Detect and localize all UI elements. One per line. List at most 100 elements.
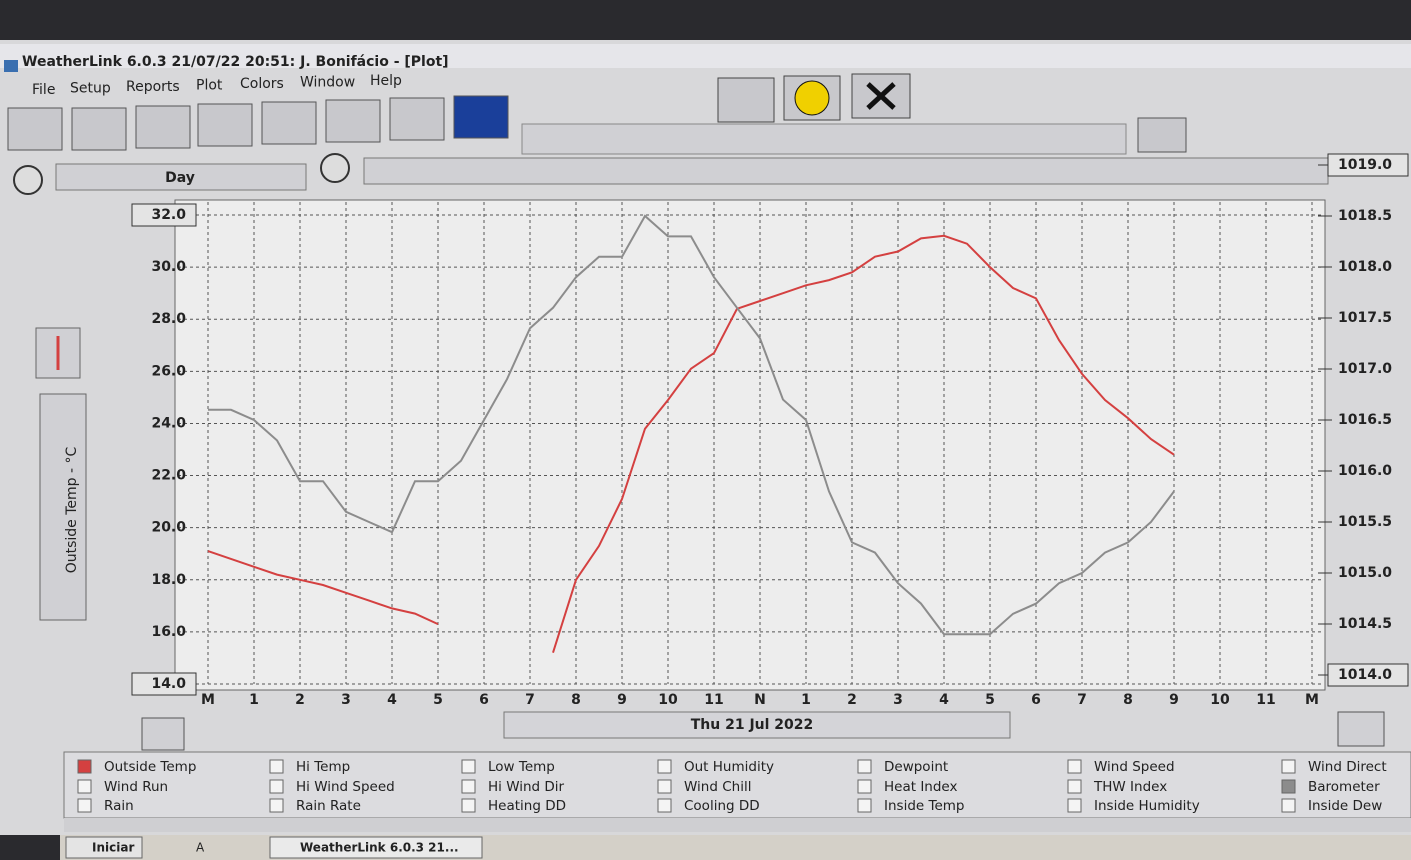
legend-label[interactable]: Inside Dew xyxy=(1308,798,1382,814)
legend-checkbox[interactable] xyxy=(461,759,476,774)
legend-label[interactable]: Hi Temp xyxy=(296,759,350,775)
x-tick-label: 10 xyxy=(658,692,678,708)
legend-checkbox[interactable] xyxy=(857,779,872,794)
tool-button[interactable] xyxy=(389,97,445,141)
y2-tick-label: 1019.0 xyxy=(1338,157,1392,173)
menu-item[interactable]: Help xyxy=(370,73,402,89)
tool-button[interactable] xyxy=(325,99,381,143)
legend-checkbox[interactable] xyxy=(269,779,284,794)
y-label-box xyxy=(39,393,87,621)
legend-label[interactable]: THW Index xyxy=(1093,779,1167,795)
y2-tick-label: 1014.0 xyxy=(1338,667,1392,683)
menu-item[interactable]: Reports xyxy=(126,79,180,95)
legend-label[interactable]: Inside Temp xyxy=(884,798,964,814)
x-tick-label: 10 xyxy=(1210,692,1230,708)
lock-button[interactable] xyxy=(1337,711,1385,747)
legend-checkbox[interactable] xyxy=(657,798,672,813)
x-tick-label: 9 xyxy=(617,692,627,708)
start-label: Iniciar xyxy=(92,841,134,855)
legend-checkbox[interactable] xyxy=(1067,779,1082,794)
y2-tick-label: 1014.5 xyxy=(1338,616,1392,632)
legend-checkbox[interactable] xyxy=(77,779,92,794)
y2-tick-label: 1015.5 xyxy=(1338,514,1392,530)
y-tick-label: 26.0 xyxy=(151,363,186,379)
y-tick-label: 22.0 xyxy=(151,468,186,484)
menu-item[interactable]: File xyxy=(32,82,55,98)
legend-checkbox[interactable] xyxy=(461,779,476,794)
legend-checkbox[interactable] xyxy=(461,798,476,813)
quick-launch[interactable]: A xyxy=(196,841,205,855)
tool-button[interactable] xyxy=(7,107,63,151)
legend-checkbox[interactable] xyxy=(77,759,92,774)
zoom-in-button[interactable] xyxy=(13,165,43,195)
date-box xyxy=(503,711,1011,739)
legend-label[interactable]: Heating DD xyxy=(488,798,566,814)
legend-label[interactable]: Dewpoint xyxy=(884,759,948,775)
menu-item[interactable]: Plot xyxy=(196,78,223,94)
task-button[interactable] xyxy=(269,836,483,859)
x-tick-label: 11 xyxy=(704,692,723,708)
menu-item[interactable]: Setup xyxy=(70,81,111,97)
x-tick-label: 2 xyxy=(295,692,305,708)
legend-checkbox[interactable] xyxy=(1281,779,1296,794)
x-tick-label: 1 xyxy=(801,692,811,708)
legend-label[interactable]: Barometer xyxy=(1308,779,1380,795)
zoom-out-button[interactable] xyxy=(320,153,350,183)
limit-box xyxy=(1327,153,1409,177)
x-tick-label: M xyxy=(201,692,215,708)
help-icon xyxy=(794,80,830,116)
tool-button[interactable] xyxy=(135,105,191,149)
x-tick-label: 7 xyxy=(525,692,535,708)
legend-checkbox[interactable] xyxy=(269,759,284,774)
x-tick-label: 3 xyxy=(341,692,351,708)
y2-tick-label: 1016.0 xyxy=(1338,463,1392,479)
x-tick-label: 1 xyxy=(249,692,259,708)
y-tick-label: 20.0 xyxy=(151,520,186,536)
legend-label[interactable]: Rain xyxy=(104,798,134,814)
taskbar xyxy=(60,835,1411,860)
y-tick-label: 28.0 xyxy=(151,311,186,327)
y-tick-label: 24.0 xyxy=(151,415,186,431)
tool-button[interactable] xyxy=(197,103,253,147)
legend-label[interactable]: Wind Direct xyxy=(1308,759,1387,775)
print-button[interactable] xyxy=(717,77,775,123)
legend-checkbox[interactable] xyxy=(269,798,284,813)
menu-item[interactable]: Window xyxy=(300,75,355,91)
span-label: Day xyxy=(165,170,195,186)
legend-checkbox[interactable] xyxy=(1067,759,1082,774)
legend-label[interactable]: Wind Speed xyxy=(1094,759,1175,775)
eraser-button[interactable] xyxy=(1137,117,1187,153)
legend-checkbox[interactable] xyxy=(1067,798,1082,813)
legend-checkbox[interactable] xyxy=(857,798,872,813)
legend-checkbox[interactable] xyxy=(857,759,872,774)
legend-label[interactable]: Wind Run xyxy=(104,779,168,795)
legend-label[interactable]: Hi Wind Speed xyxy=(296,779,395,795)
legend-label[interactable]: Heat Index xyxy=(884,779,957,795)
x-tick-label: 6 xyxy=(479,692,489,708)
legend-label[interactable]: Inside Humidity xyxy=(1094,798,1200,814)
legend-label[interactable]: Out Humidity xyxy=(684,759,774,775)
legend-checkbox[interactable] xyxy=(1281,759,1296,774)
scrollbar xyxy=(64,818,1411,832)
start-button[interactable] xyxy=(65,836,143,859)
legend-label[interactable]: Outside Temp xyxy=(104,759,196,775)
toolbar xyxy=(7,73,1187,155)
legend-label[interactable]: Wind Chill xyxy=(684,779,751,795)
legend-label[interactable]: Cooling DD xyxy=(684,798,760,814)
legend-label[interactable]: Rain Rate xyxy=(296,798,361,814)
tool-button[interactable] xyxy=(261,101,317,145)
legend-label[interactable]: Low Temp xyxy=(488,759,555,775)
legend-checkbox[interactable] xyxy=(657,759,672,774)
legend-panel xyxy=(63,751,1411,819)
legend-checkbox[interactable] xyxy=(77,798,92,813)
legend-checkbox[interactable] xyxy=(1281,798,1296,813)
x-tick-label: 7 xyxy=(1077,692,1087,708)
y2-tick-label: 1015.0 xyxy=(1338,565,1392,581)
lock-button[interactable] xyxy=(141,717,185,751)
noaa-button[interactable] xyxy=(453,95,509,139)
menu-item[interactable]: Colors xyxy=(240,76,284,92)
tool-button[interactable] xyxy=(71,107,127,151)
legend-checkbox[interactable] xyxy=(657,779,672,794)
legend-label[interactable]: Hi Wind Dir xyxy=(488,779,565,795)
